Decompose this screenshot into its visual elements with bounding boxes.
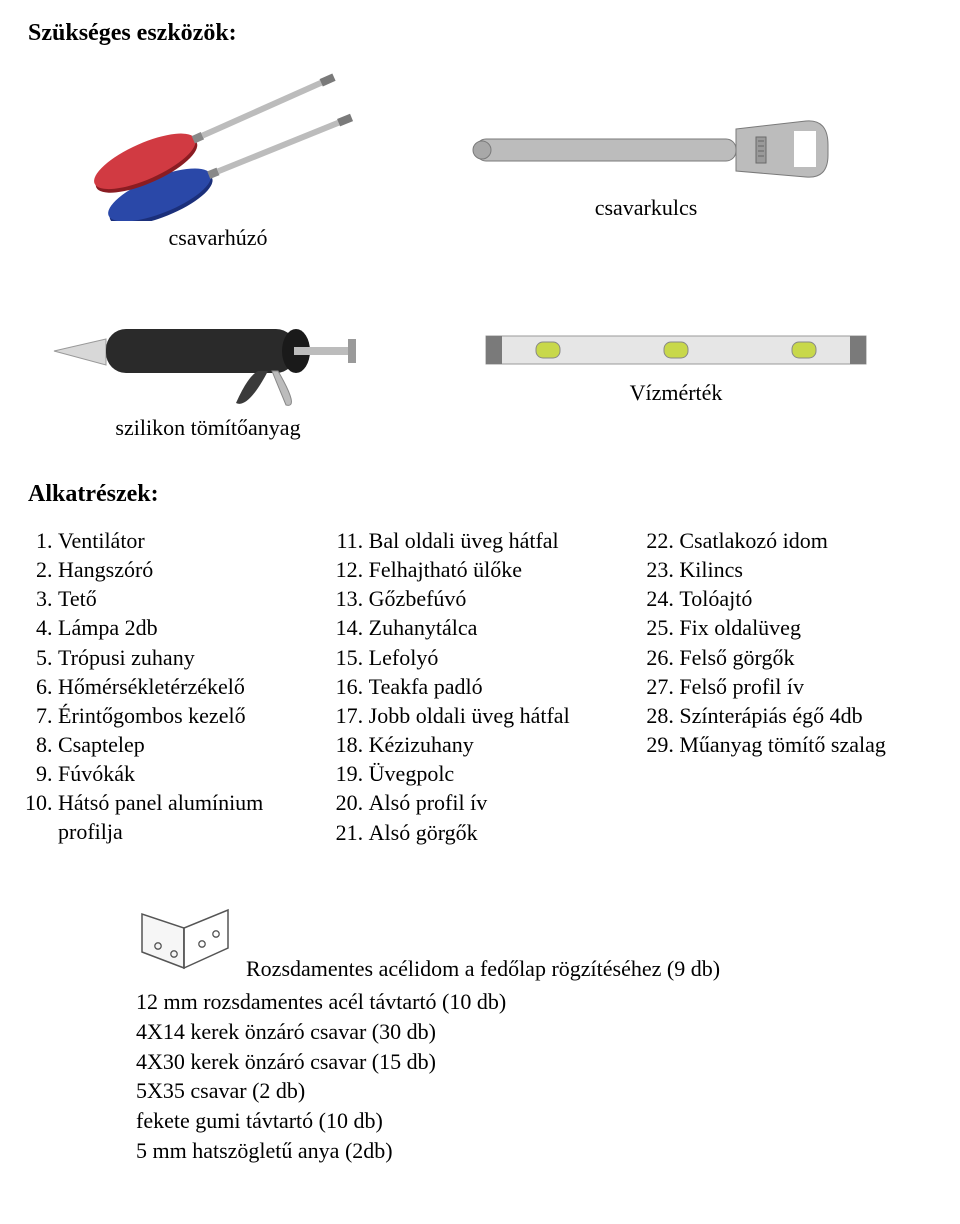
tool-row-2: szilikon tömítőanyag Vízmérték (28, 281, 932, 441)
parts-col-1: VentilátorHangszóróTetőLámpa 2dbTrópusi … (28, 526, 311, 848)
screwdriver-label: csavarhúzó (169, 225, 268, 251)
bracket-line: Rozsdamentes acélidom a fedőlap rögzítés… (246, 954, 720, 984)
hardware-line: 4X30 kerek önzáró csavar (15 db) (136, 1047, 932, 1077)
parts-col-2: Bal oldali üveg hátfalFelhajtható ülőkeG… (339, 526, 622, 848)
parts-item: Gőzbefúvó (369, 585, 622, 613)
parts-item: Csatlakozó idom (679, 527, 932, 555)
parts-item: Zuhanytálca (369, 614, 622, 642)
hardware-line: 12 mm rozsdamentes acél távtartó (10 db) (136, 987, 932, 1017)
parts-item: Hangszóró (58, 556, 311, 584)
parts-item: Tolóajtó (679, 585, 932, 613)
parts-item: Fix oldalüveg (679, 614, 932, 642)
parts-item: Lefolyó (369, 644, 622, 672)
screwdriver-block: csavarhúzó (68, 71, 368, 251)
parts-item: Hátsó panel alumínium profilja (58, 789, 311, 845)
hardware-section: Rozsdamentes acélidom a fedőlap rögzítés… (28, 904, 932, 1166)
hardware-line: 4X14 kerek önzáró csavar (30 db) (136, 1017, 932, 1047)
hardware-lines: 12 mm rozsdamentes acél távtartó (10 db)… (136, 987, 932, 1165)
caulk-gun-block: szilikon tömítőanyag (48, 281, 368, 441)
parts-item: Teakfa padló (369, 673, 622, 701)
level-icon (476, 316, 876, 376)
parts-item: Felhajtható ülőke (369, 556, 622, 584)
parts-item: Fúvókák (58, 760, 311, 788)
level-block: Vízmérték (476, 316, 876, 406)
parts-columns: VentilátorHangszóróTetőLámpa 2dbTrópusi … (28, 526, 932, 848)
hardware-line: 5X35 csavar (2 db) (136, 1076, 932, 1106)
hardware-line: fekete gumi távtartó (10 db) (136, 1106, 932, 1136)
parts-item: Ventilátor (58, 527, 311, 555)
parts-item: Üvegpolc (369, 760, 622, 788)
parts-item: Kézizuhany (369, 731, 622, 759)
wrench-icon (456, 101, 836, 191)
parts-item: Színterápiás égő 4db (679, 702, 932, 730)
parts-item: Tető (58, 585, 311, 613)
parts-item: Érintőgombos kezelő (58, 702, 311, 730)
caulk-gun-icon (48, 281, 368, 411)
parts-heading: Alkatrészek: (28, 481, 932, 508)
tools-heading: Szükséges eszközök: (28, 20, 932, 47)
parts-item: Műanyag tömítő szalag (679, 731, 932, 759)
parts-item: Csaptelep (58, 731, 311, 759)
wrench-label: csavarkulcs (595, 195, 698, 221)
parts-item: Alsó görgők (369, 819, 622, 847)
caulk-gun-label: szilikon tömítőanyag (115, 415, 300, 441)
screwdriver-icon (68, 71, 368, 221)
parts-item: Trópusi zuhany (58, 644, 311, 672)
wrench-block: csavarkulcs (456, 101, 836, 221)
parts-item: Felső görgők (679, 644, 932, 672)
parts-item: Felső profil ív (679, 673, 932, 701)
parts-col-3: Csatlakozó idomKilincsTolóajtóFix oldalü… (649, 526, 932, 848)
bracket-icon (136, 904, 232, 984)
parts-item: Kilincs (679, 556, 932, 584)
level-label: Vízmérték (630, 380, 723, 406)
parts-item: Lámpa 2db (58, 614, 311, 642)
parts-item: Jobb oldali üveg hátfal (369, 702, 622, 730)
parts-item: Alsó profil ív (369, 789, 622, 817)
tool-row-1: csavarhúzó csavarkulcs (28, 71, 932, 251)
parts-item: Hőmérsékletérzékelő (58, 673, 311, 701)
hardware-line: 5 mm hatszögletű anya (2db) (136, 1136, 932, 1166)
parts-item: Bal oldali üveg hátfal (369, 527, 622, 555)
